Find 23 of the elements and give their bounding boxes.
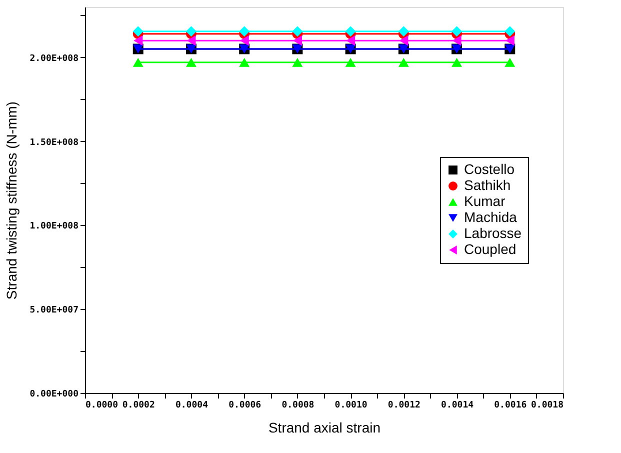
x-tick-label: 0.0014 [441,400,474,410]
x-tick-label: 0.0018 [530,400,564,410]
x-tick-label: 0.0012 [388,400,420,410]
x-tick-label: 0.0016 [494,400,527,410]
y-tick-label: 5.00E+007 [30,306,78,316]
x-tick-label: 0.0002 [122,400,155,410]
legend-label: Kumar [464,193,506,209]
y-tick-label: 2.00E+008 [30,54,78,64]
x-tick-label: 0.0004 [175,400,209,410]
x-tick-label: 0.0008 [282,400,314,410]
x-tick-label: 0.0000 [86,400,118,410]
legend-label: Labrosse [464,225,522,241]
y-tick-label: 0.00E+000 [30,390,78,400]
y-axis-title: Strand twisting stiffness (N-mm) [4,101,20,300]
x-axis-title: Strand axial strain [268,420,381,436]
y-tick-label: 1.50E+008 [30,138,78,148]
legend-label: Machida [464,209,518,225]
legend-label: Costello [464,161,515,177]
x-tick-label: 0.0006 [228,400,262,410]
x-tick-label: 0.0010 [334,400,368,410]
y-tick-label: 1.00E+008 [30,222,78,232]
legend-label: Coupled [464,241,516,257]
legend-label: Sathikh [464,177,511,193]
